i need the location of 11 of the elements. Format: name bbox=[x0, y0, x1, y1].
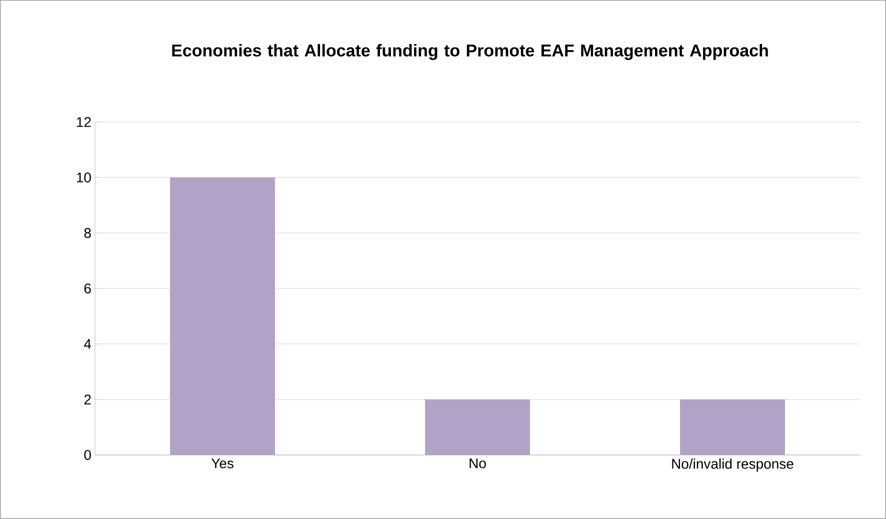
x-tick-label: Yes bbox=[211, 458, 234, 468]
chart-title: Economies that Allocate funding to Promote EAF Management Approach bbox=[172, 44, 768, 60]
y-tick-label: 12 bbox=[76, 117, 91, 127]
y-tick-label: 10 bbox=[76, 172, 91, 182]
y-tick-label: 8 bbox=[84, 228, 91, 238]
y-tick-label: 4 bbox=[84, 339, 92, 349]
y-tick-label: 0 bbox=[84, 450, 91, 460]
x-tick-label: No bbox=[470, 458, 486, 468]
x-tick-label: No/invalid response bbox=[672, 458, 794, 472]
y-tick-label: 6 bbox=[84, 284, 91, 294]
y-tick-label: 2 bbox=[84, 394, 91, 404]
